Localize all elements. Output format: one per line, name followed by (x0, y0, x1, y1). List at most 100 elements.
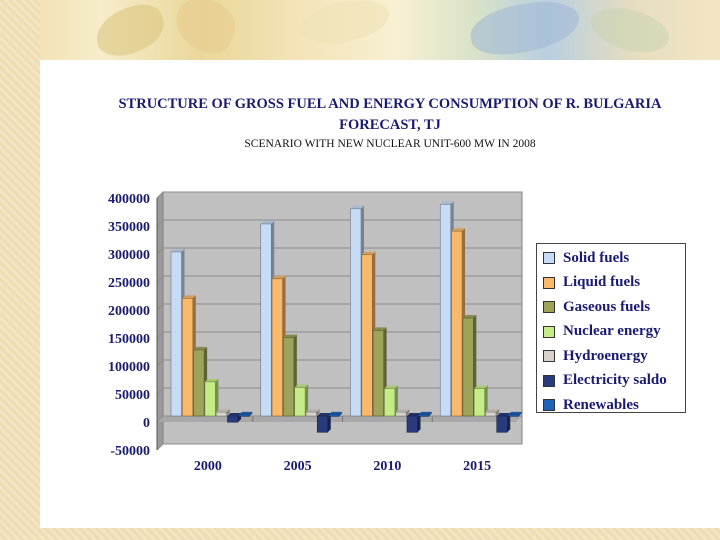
bar-side (484, 385, 488, 416)
bar-top (272, 275, 286, 279)
x-tick-label: 2015 (463, 459, 491, 474)
gridline-depth (156, 331, 164, 339)
gridline-depth (156, 415, 164, 423)
bar (395, 411, 407, 417)
gridline-depth (156, 219, 164, 227)
bar-top (283, 334, 297, 338)
bar (238, 414, 250, 417)
bar (283, 337, 295, 417)
y-tick-label: 200000 (108, 304, 150, 319)
gridline-depth (156, 275, 164, 283)
legend-item: Solid fuels (543, 246, 629, 270)
legend-label: Solid fuels (563, 249, 630, 266)
bar-top (440, 201, 454, 205)
bar-side (316, 409, 320, 416)
bar-top (373, 327, 387, 331)
bar-top (384, 385, 398, 389)
y-tick-label: 400000 (108, 192, 150, 207)
x-tick-label: 2005 (284, 459, 312, 474)
legend-label: Liquid fuels (563, 274, 641, 290)
gridline-depth (156, 303, 164, 311)
bar (193, 349, 205, 417)
bar (260, 223, 272, 417)
y-tick-label: 350000 (108, 220, 150, 235)
bar-top (508, 411, 522, 415)
bar-side (507, 413, 511, 433)
gridline-depth (156, 191, 164, 199)
bar (305, 411, 317, 417)
bar-side (518, 411, 522, 417)
bar-side (417, 413, 421, 433)
legend-swatch (543, 374, 555, 387)
bar (294, 387, 306, 417)
bar-side (339, 411, 343, 417)
slide-background-left (0, 0, 40, 540)
bar (507, 414, 519, 417)
gridline-depth (156, 443, 164, 451)
x-tick-label: 2010 (373, 459, 401, 474)
legend-swatch (543, 301, 555, 313)
legend-label: Gaseous fuels (563, 298, 651, 315)
bar (215, 411, 227, 417)
legend-item: Renewables (543, 393, 639, 417)
bar-side (394, 385, 398, 416)
plot-side-wall (157, 192, 163, 450)
y-tick-label: 150000 (108, 332, 150, 347)
bar (496, 415, 508, 433)
bar-side (226, 409, 230, 416)
bar (473, 388, 485, 417)
legend-label: Electricity saldo (563, 372, 667, 388)
legend-item: Liquid fuels (543, 271, 640, 295)
bar-top (182, 295, 196, 299)
bar (227, 415, 239, 423)
gridline-depth (156, 359, 164, 367)
slide-title: STRUCTURE OF GROSS FUEL AND ENERGY CONSU… (118, 96, 662, 133)
bar (170, 251, 182, 417)
bar-top (204, 378, 219, 382)
legend-swatch (543, 325, 555, 338)
legend-swatch (543, 350, 555, 362)
bar (439, 204, 452, 417)
bar (451, 230, 463, 417)
bar-top (193, 346, 208, 350)
bar-side (249, 411, 253, 417)
bar-top (171, 248, 185, 252)
bar (182, 298, 194, 417)
bar-top (305, 409, 320, 413)
bar-side (305, 384, 309, 416)
bar (406, 415, 418, 433)
bar-top (462, 315, 477, 318)
legend-item: Hydroenergy (543, 344, 648, 368)
bar (372, 330, 384, 417)
legend-label: Hydroenergy (563, 347, 648, 364)
bar-top (328, 411, 343, 415)
legend-item: Electricity saldo (543, 369, 667, 393)
y-tick-label: 300000 (108, 248, 150, 263)
bar-side (327, 413, 331, 433)
bar-top (418, 411, 432, 415)
bar-top (294, 384, 309, 388)
bar (316, 415, 329, 433)
y-tick-label: 250000 (108, 276, 150, 291)
bar-top (216, 409, 230, 413)
gridline-depth (156, 247, 164, 255)
legend-label: Renewables (563, 396, 639, 413)
slide-subtitle: SCENARIO WITH NEW NUCLEAR UNIT-600 MW IN… (244, 138, 536, 150)
bar (350, 208, 362, 417)
chart-legend: Solid fuels Liquid fuels Gaseous fuels Nucl… (536, 243, 686, 413)
bar-side (428, 411, 432, 417)
legend-swatch (543, 252, 555, 264)
bar (361, 254, 373, 417)
x-tick-label: 2000 (194, 459, 222, 474)
bar-top (227, 413, 241, 416)
bar-side (215, 378, 219, 416)
bar-top (350, 205, 364, 209)
bar-top (238, 411, 253, 415)
legend-label: Nuclear energy (563, 323, 661, 339)
bar (462, 317, 474, 417)
y-tick-label: 0 (143, 416, 150, 431)
bar (417, 414, 430, 417)
legend-swatch (543, 276, 555, 289)
bar (328, 414, 340, 417)
bar (485, 411, 497, 417)
